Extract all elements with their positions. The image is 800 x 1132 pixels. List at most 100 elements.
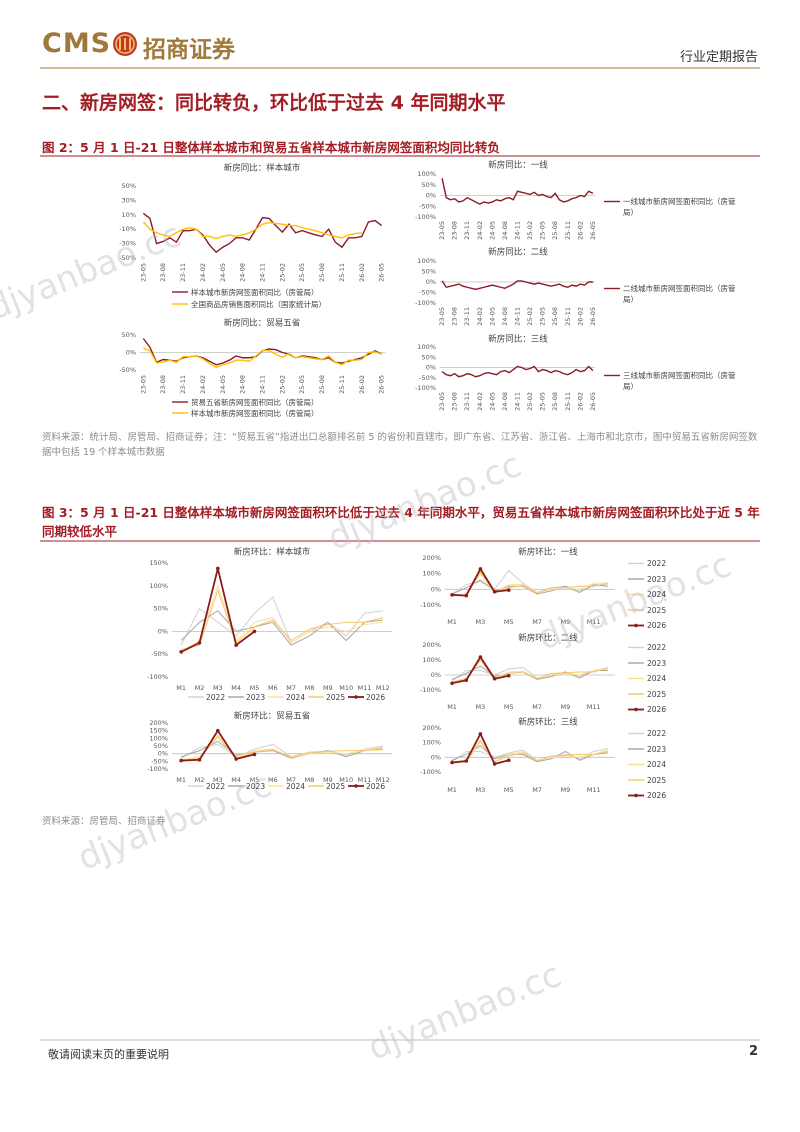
series-line xyxy=(181,588,383,651)
series-line xyxy=(451,569,608,595)
x-tick-label: 25-11 xyxy=(564,392,572,411)
legend-label: 2026 xyxy=(366,692,386,702)
data-point xyxy=(464,759,469,763)
y-tick-label: -100% xyxy=(420,686,441,694)
y-tick-label: 200% xyxy=(422,641,441,649)
x-tick-label: 24-08 xyxy=(239,263,247,282)
x-tick-label: 24-05 xyxy=(488,221,496,240)
x-tick-label: M10 xyxy=(339,776,353,784)
legend-marker xyxy=(634,623,638,628)
x-tick-label: 24-05 xyxy=(488,307,496,326)
series-line xyxy=(451,666,608,682)
series-line xyxy=(180,610,383,646)
x-tick-label: 23-05 xyxy=(438,307,446,326)
x-tick-label: 26-05 xyxy=(589,221,597,240)
x-tick-label: M11 xyxy=(587,618,601,626)
x-tick-label: M12 xyxy=(376,776,390,784)
logo-icon xyxy=(113,32,137,56)
series-line xyxy=(441,280,593,291)
y-tick-label: -50% xyxy=(151,650,168,658)
report-type: 行业定期报告 xyxy=(679,50,758,65)
figure-caption: 图 3：5 月 1 日-21 日整体样本城市新房网签面积环比低于过去 4 年同期… xyxy=(42,505,760,539)
data-point xyxy=(478,732,483,736)
chart-title: 新房环比：样本城市 xyxy=(234,547,311,558)
y-tick-label: 100% xyxy=(422,656,441,664)
x-tick-label: M11 xyxy=(358,684,372,692)
x-tick-label: 23-05 xyxy=(438,221,446,240)
y-tick-label: 100% xyxy=(422,739,441,747)
y-tick-label: 0% xyxy=(126,349,136,357)
y-tick-label: 50% xyxy=(422,181,436,189)
y-tick-label: 10% xyxy=(122,211,136,219)
legend-label: 2023 xyxy=(246,781,266,791)
x-tick-label: M4 xyxy=(231,776,241,784)
y-tick-label: -100% xyxy=(147,765,168,773)
y-tick-label: -100% xyxy=(415,213,436,221)
x-tick-label: 24-11 xyxy=(514,392,522,411)
x-tick-label: 25-02 xyxy=(526,307,534,326)
x-tick-label: M1 xyxy=(176,684,186,692)
y-tick-label: -100% xyxy=(420,601,441,609)
x-tick-label: 25-11 xyxy=(564,307,572,326)
series-line xyxy=(143,347,382,368)
x-tick-label: 23-11 xyxy=(463,221,471,240)
legend-label: 2022 xyxy=(206,692,226,702)
y-tick-label: -100% xyxy=(420,768,441,776)
legend-label: 二线城市新房网签面积同比（房管局） xyxy=(623,284,736,304)
legend-label: 一线城市新房网签面积同比（房管局） xyxy=(623,197,736,217)
x-tick-label: 25-02 xyxy=(526,392,534,411)
x-tick-label: 25-11 xyxy=(338,375,346,394)
x-tick-label: M6 xyxy=(268,776,278,784)
data-point xyxy=(197,758,202,762)
x-tick-label: M8 xyxy=(305,776,315,784)
x-tick-label: 26-05 xyxy=(378,375,386,394)
y-tick-label: 100% xyxy=(422,570,441,578)
x-tick-label: 24-08 xyxy=(501,392,509,411)
x-tick-label: 24-05 xyxy=(488,392,496,411)
x-tick-label: 26-02 xyxy=(576,221,584,240)
y-tick-label: 150% xyxy=(149,727,168,735)
x-tick-label: M9 xyxy=(561,618,571,626)
x-tick-label: M11 xyxy=(587,786,601,794)
x-tick-label: M1 xyxy=(176,776,186,784)
x-tick-label: 23-11 xyxy=(179,263,187,282)
y-tick-label: -50% xyxy=(151,757,168,765)
y-tick-label: -100% xyxy=(415,299,436,307)
data-point xyxy=(216,728,220,733)
legend-label: 2022 xyxy=(647,559,667,568)
x-tick-label: 23-11 xyxy=(463,392,471,411)
x-tick-label: 24-02 xyxy=(199,375,207,394)
legend-label: 2022 xyxy=(647,643,667,652)
x-tick-label: 24-11 xyxy=(259,375,267,394)
x-tick-label: 25-08 xyxy=(318,263,326,282)
x-tick-label: 23-08 xyxy=(451,307,459,326)
data-point xyxy=(450,593,454,597)
legend-marker xyxy=(634,793,638,798)
x-tick-label: 24-02 xyxy=(476,221,484,240)
chart-title: 新房同比：贸易五省 xyxy=(224,318,301,329)
x-tick-label: 23-08 xyxy=(159,375,167,394)
y-tick-label: 30% xyxy=(122,196,136,204)
x-tick-label: 24-05 xyxy=(219,263,227,282)
legend-label: 2024 xyxy=(647,760,667,769)
series-line xyxy=(181,734,383,761)
y-tick-label: 100% xyxy=(417,170,436,178)
data-point xyxy=(450,760,454,765)
y-tick-label: 150% xyxy=(149,559,168,567)
figure-source: 资料来源：统计局、房管局、招商证券；注：“贸易五省”指进出口总额排名前 5 的省… xyxy=(42,432,758,458)
data-point xyxy=(492,676,497,681)
x-tick-label: M3 xyxy=(476,618,486,626)
series-line xyxy=(451,579,608,595)
legend-label: 2024 xyxy=(286,692,306,702)
x-tick-label: 25-02 xyxy=(278,263,286,282)
series-line xyxy=(181,736,383,762)
series-line xyxy=(142,212,383,254)
x-tick-label: M11 xyxy=(358,776,372,784)
x-tick-label: 23-11 xyxy=(179,375,187,394)
x-tick-label: 26-02 xyxy=(576,307,584,326)
y-tick-label: -50% xyxy=(119,366,136,374)
x-tick-label: 24-08 xyxy=(501,307,509,326)
x-tick-label: M9 xyxy=(561,786,571,794)
x-tick-label: M10 xyxy=(339,684,353,692)
